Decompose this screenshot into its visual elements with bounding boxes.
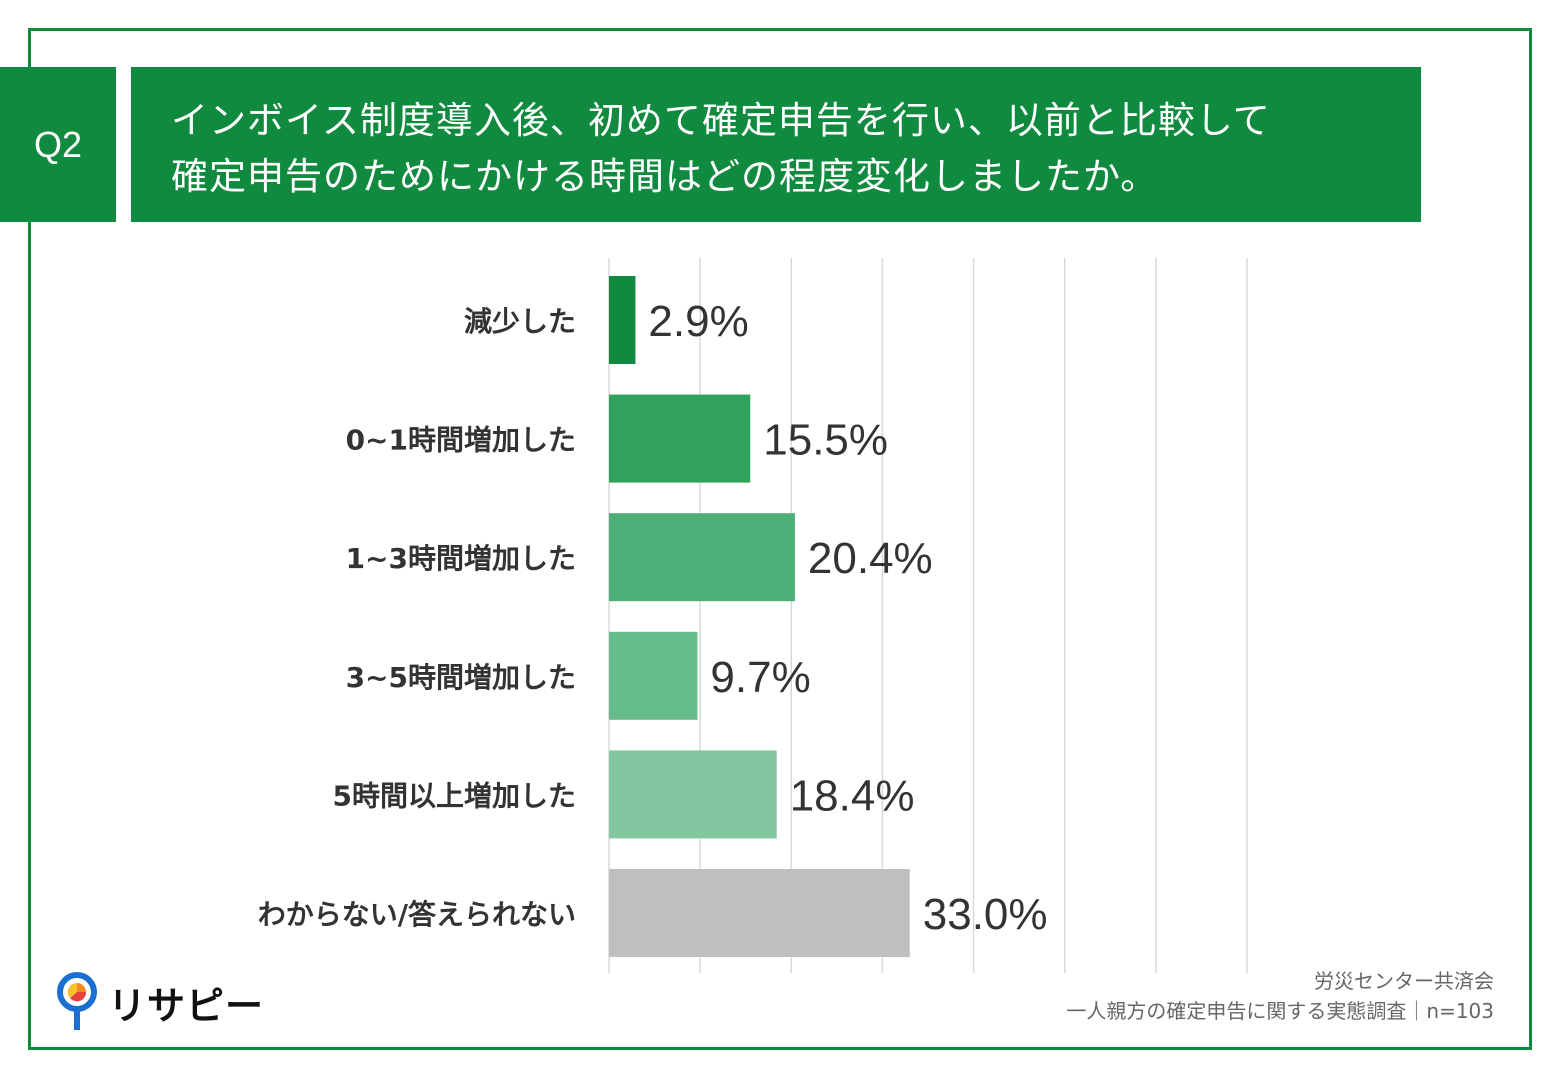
brand-name: リサピー <box>108 983 265 1028</box>
brand-logo: リサピー <box>56 972 264 1032</box>
category-label: 1~3時間増加した <box>346 542 576 575</box>
value-label: 20.4% <box>808 534 933 583</box>
category-label: 3~5時間増加した <box>346 661 576 694</box>
pin-icon <box>57 972 97 1030</box>
question-title: インボイス制度導入後、初めて確定申告を行い、以前と比較して 確定申告のためにかけ… <box>131 67 1421 222</box>
category-label: 5時間以上増加した <box>333 779 576 812</box>
category-label: 減少した <box>464 305 576 338</box>
question-tag: Q2 <box>0 67 116 222</box>
source-org: 労災センター共済会 <box>1314 969 1494 993</box>
value-label: 18.4% <box>790 771 915 820</box>
value-label: 15.5% <box>763 416 888 465</box>
bar <box>609 631 698 720</box>
value-label: 33.0% <box>923 890 1048 939</box>
source-survey: 一人親方の確定申告に関する実態調査｜n=103 <box>1066 999 1494 1023</box>
question-line-2: 確定申告のためにかける時間はどの程度変化しましたか。 <box>171 155 1159 198</box>
bar <box>609 869 910 957</box>
category-label: 0~1時間増加した <box>346 424 576 457</box>
bar <box>609 276 636 364</box>
source-note: 労災センター共済会 一人親方の確定申告に関する実態調査｜n=103 <box>1066 966 1494 1026</box>
bar <box>609 750 777 839</box>
question-line-1: インボイス制度導入後、初めて確定申告を行い、以前と比較して <box>171 99 1271 142</box>
bar <box>609 513 795 602</box>
value-label: 2.9% <box>648 297 748 346</box>
bar <box>609 394 751 483</box>
category-label: わからない/答えられない <box>258 898 576 931</box>
value-label: 9.7% <box>710 653 810 702</box>
chart-frame <box>28 28 1532 1050</box>
